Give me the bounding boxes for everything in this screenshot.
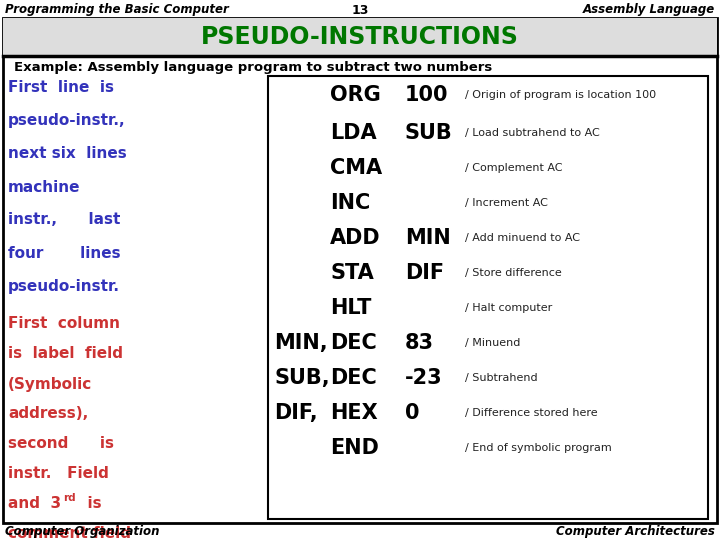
Text: machine: machine bbox=[8, 179, 81, 194]
Text: instr.   Field: instr. Field bbox=[8, 467, 109, 482]
Text: CMA: CMA bbox=[330, 158, 382, 178]
Text: Computer Architectures: Computer Architectures bbox=[556, 525, 715, 538]
Text: MIN: MIN bbox=[405, 228, 451, 248]
Text: Programming the Basic Computer: Programming the Basic Computer bbox=[5, 3, 229, 17]
Text: LDA: LDA bbox=[330, 123, 377, 143]
Text: First  column: First column bbox=[8, 316, 120, 332]
Text: / Minuend: / Minuend bbox=[465, 338, 521, 348]
Text: address),: address), bbox=[8, 407, 89, 422]
Text: is  label  field: is label field bbox=[8, 347, 123, 361]
Text: / Halt computer: / Halt computer bbox=[465, 303, 552, 313]
Text: pseudo-instr.,: pseudo-instr., bbox=[8, 113, 125, 129]
Text: SUB: SUB bbox=[405, 123, 453, 143]
Text: END: END bbox=[330, 438, 379, 458]
Text: instr.,      last: instr., last bbox=[8, 213, 120, 227]
Text: SUB,: SUB, bbox=[274, 368, 330, 388]
Text: ORG: ORG bbox=[330, 85, 381, 105]
Bar bbox=[268, 76, 708, 519]
Text: next six  lines: next six lines bbox=[8, 146, 127, 161]
Text: HLT: HLT bbox=[330, 298, 372, 318]
Text: is: is bbox=[77, 496, 102, 511]
Text: Assembly Language: Assembly Language bbox=[582, 3, 715, 17]
Text: and  3: and 3 bbox=[8, 496, 61, 511]
Text: / Load subtrahend to AC: / Load subtrahend to AC bbox=[465, 128, 600, 138]
Text: First  line  is: First line is bbox=[8, 80, 114, 96]
Text: Example: Assembly language program to subtract two numbers: Example: Assembly language program to su… bbox=[14, 62, 492, 75]
Text: / End of symbolic program: / End of symbolic program bbox=[465, 443, 612, 453]
Text: 83: 83 bbox=[405, 333, 434, 353]
Text: -23: -23 bbox=[405, 368, 443, 388]
Text: 13: 13 bbox=[351, 3, 369, 17]
Text: / Subtrahend: / Subtrahend bbox=[465, 373, 538, 383]
Text: DEC: DEC bbox=[330, 368, 377, 388]
Text: (Symbolic: (Symbolic bbox=[8, 376, 92, 392]
Text: rd: rd bbox=[63, 493, 76, 503]
Text: STA: STA bbox=[330, 263, 374, 283]
Text: / Origin of program is location 100: / Origin of program is location 100 bbox=[465, 90, 656, 100]
Text: ADD: ADD bbox=[330, 228, 381, 248]
Bar bbox=[3, 18, 717, 56]
Text: HEX: HEX bbox=[330, 403, 378, 423]
Text: MIN,: MIN, bbox=[274, 333, 328, 353]
Text: INC: INC bbox=[330, 193, 370, 213]
Text: PSEUDO-INSTRUCTIONS: PSEUDO-INSTRUCTIONS bbox=[201, 25, 519, 49]
Text: DIF: DIF bbox=[405, 263, 444, 283]
Text: DEC: DEC bbox=[330, 333, 377, 353]
Text: second      is: second is bbox=[8, 436, 114, 451]
Text: pseudo-instr.: pseudo-instr. bbox=[8, 279, 120, 294]
Text: DIF,: DIF, bbox=[274, 403, 318, 423]
Text: comment field: comment field bbox=[8, 526, 131, 540]
Text: Computer Organization: Computer Organization bbox=[5, 525, 160, 538]
Text: 100: 100 bbox=[405, 85, 449, 105]
Text: / Complement AC: / Complement AC bbox=[465, 163, 562, 173]
Text: / Increment AC: / Increment AC bbox=[465, 198, 548, 208]
Text: / Difference stored here: / Difference stored here bbox=[465, 408, 598, 418]
Text: / Add minuend to AC: / Add minuend to AC bbox=[465, 233, 580, 243]
Text: four       lines: four lines bbox=[8, 246, 121, 260]
Text: 0: 0 bbox=[405, 403, 420, 423]
Text: / Store difference: / Store difference bbox=[465, 268, 562, 278]
